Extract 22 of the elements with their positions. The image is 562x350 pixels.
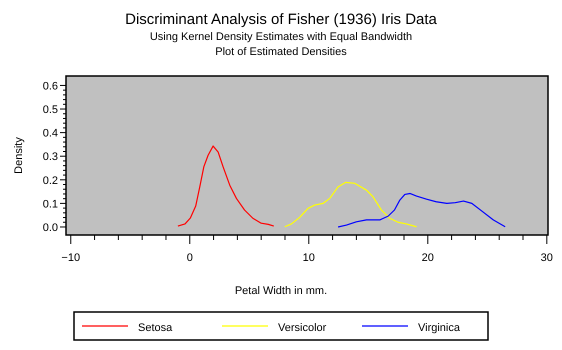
- y-tick-label: 0.6: [42, 80, 58, 92]
- legend-label: Versicolor: [278, 322, 327, 334]
- y-tick-label: 0.2: [42, 174, 58, 187]
- chart-title: Discriminant Analysis of Fisher (1936) Iris Data: [125, 11, 438, 28]
- y-tick-label: 0.5: [42, 104, 58, 116]
- legend-label: Virginica: [418, 322, 461, 334]
- x-axis-title: Petal Width in mm.: [234, 285, 328, 297]
- line-series: [284, 182, 418, 228]
- x-tick-label: 20: [422, 252, 434, 264]
- y-tick-label: 0.3: [42, 151, 58, 164]
- y-tick-label: 0.0: [42, 222, 58, 234]
- legend-label: Setosa: [138, 322, 174, 334]
- line-series: [337, 192, 506, 228]
- y-tick-label: 0.1: [42, 198, 58, 210]
- x-tick-label: 0: [186, 252, 193, 264]
- y-axis-title: Density: [13, 136, 25, 174]
- x-tick-label: 30: [540, 252, 553, 264]
- x-tick-label: −10: [61, 252, 80, 264]
- line-series: [177, 145, 274, 227]
- chart-subtitle: Using Kernel Density Estimates with Equal Bandwidth Plot of Estimated Densities: [150, 31, 412, 58]
- x-tick-label: 10: [302, 252, 315, 264]
- y-tick-label: 0.4: [42, 128, 58, 140]
